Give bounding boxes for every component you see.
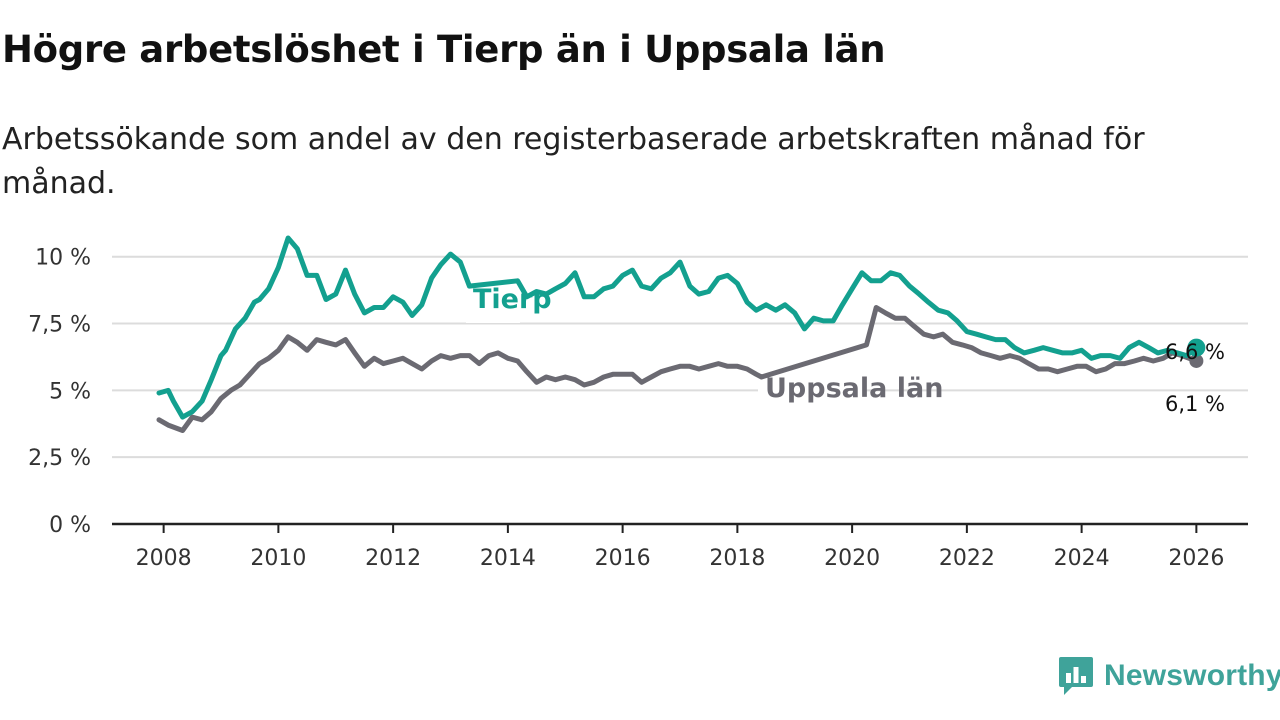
series-lines: [156, 235, 1199, 433]
tierp-last-value-label: 6,6 %: [1165, 340, 1225, 364]
y-tick-label: 10 %: [35, 246, 91, 271]
uppsala-lan-last-value-label: 6,1 %: [1165, 392, 1225, 416]
uppsala-lan-end-point: [1189, 353, 1204, 368]
y-tick-label: 0 %: [49, 513, 91, 538]
series-label-uppsala-lan: Uppsala län: [765, 373, 943, 404]
x-tick-label: 2020: [824, 546, 880, 571]
tierp-end-point: [1187, 338, 1206, 357]
x-tick-label: 2026: [1168, 546, 1224, 571]
brand-name: Newsworthy: [1104, 659, 1280, 692]
y-tick-label: 5 %: [49, 379, 91, 404]
x-tick-label: 2016: [595, 546, 651, 571]
newsworthy-logo: Newsworthy: [1058, 655, 1280, 697]
series-line-uppsala-lan: [156, 305, 1199, 433]
gridlines: [112, 255, 1248, 459]
series-line-tierp: [156, 235, 1199, 420]
annotations: Tierp Uppsala län 6,6 % 6,1 %: [473, 284, 1225, 416]
x-tick-label: 2008: [136, 546, 192, 571]
x-tick-label: 2010: [250, 546, 306, 571]
chart-title: Högre arbetslöshet i Tierp än i Uppsala …: [2, 28, 886, 71]
x-tick-label: 2024: [1054, 546, 1110, 571]
bar-chart-icon: [1059, 657, 1093, 695]
x-tick-label: 2014: [480, 546, 536, 571]
x-tick-label: 2012: [365, 546, 421, 571]
series-label-tierp: Tierp: [473, 284, 552, 315]
y-tick-label: 2,5 %: [28, 446, 91, 471]
x-tick-label: 2018: [709, 546, 765, 571]
x-tick-label: 2022: [939, 546, 995, 571]
x-axis: 2008 2010 2012 2014 2016 2018 2020 2022 2024 2026: [112, 522, 1248, 571]
chart-subtitle: Arbetssökande som andel av den registerb…: [2, 122, 1145, 201]
y-tick-label: 7,5 %: [28, 313, 91, 338]
y-axis-tick-labels: 0 % 2,5 % 5 % 7,5 % 10 %: [28, 246, 91, 538]
